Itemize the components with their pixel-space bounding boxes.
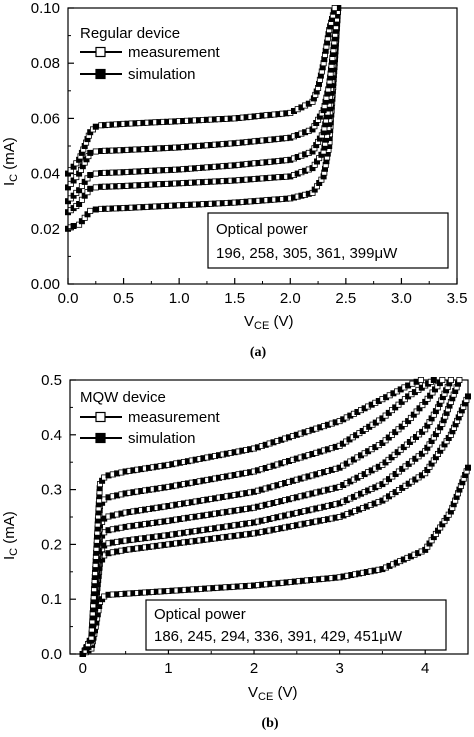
x-axis-label-b: VCE (V) — [248, 684, 297, 703]
series-curve-5 — [65, 5, 338, 177]
simulation-point — [87, 171, 94, 178]
panel-a: 0.0 0.5 1.0 1.5 2.0 2.5 3.0 3.5 0.000.020.040.0… — [1, 0, 467, 360]
x-ticks-a: 0.0 0.5 1.0 1.5 2.0 2.5 3.0 3.5 — [58, 278, 468, 307]
legend-title-b: MQW device — [80, 389, 166, 406]
simulation-point — [70, 222, 77, 229]
measurement-point — [87, 207, 94, 214]
x-tick-label: 2 — [250, 660, 258, 677]
legend-label-simulation-b: simulation — [128, 430, 196, 447]
y-axis-label-a: IC (mA) — [1, 137, 20, 186]
simulation-point — [92, 206, 99, 213]
simulation-point — [87, 185, 94, 192]
y-tick-label: 0.10 — [31, 0, 60, 17]
series-curve-2 — [79, 393, 471, 658]
legend-label-measurement-b: measurement — [128, 409, 221, 426]
legend-item-simulation-a: simulation — [80, 66, 196, 83]
simulation-marker-b — [95, 432, 106, 444]
y-tick-label: 0.4 — [41, 427, 62, 444]
legend-item-measurement-a: measurement — [80, 44, 221, 61]
measurement-point — [439, 376, 446, 383]
curves-a — [65, 5, 342, 232]
panel-caption-a: (a) — [250, 345, 267, 360]
measurement-marker-b — [95, 411, 106, 423]
measurement-point — [417, 376, 424, 383]
simulation-point — [430, 376, 437, 383]
x-tick-label: 1 — [164, 660, 172, 677]
simulation-point — [464, 464, 471, 471]
y-tick-label: 0.1 — [41, 591, 62, 608]
legend-title-a: Regular device — [80, 25, 180, 42]
y-ticks-b: 0.0 0.1 0.2 0.3 0.4 0.5 — [41, 372, 76, 663]
y-tick-label: 0.5 — [41, 372, 62, 389]
measurement-point — [456, 376, 463, 383]
x-tick-label: 2.0 — [280, 290, 301, 307]
simulation-marker-a — [95, 68, 106, 80]
y-tick-label: 0.0 — [41, 646, 62, 663]
x-axis-label-a: VCE (V) — [244, 313, 293, 332]
legend-item-measurement-b: measurement — [80, 409, 221, 426]
measurement-point — [92, 148, 99, 155]
annotation-box-b: Optical power 186, 245, 294, 336, 391, 4… — [145, 599, 447, 651]
x-tick-label: 3 — [335, 660, 343, 677]
y-tick-label: 0.3 — [41, 482, 62, 499]
x-tick-label: 0.5 — [113, 290, 134, 307]
simulation-point — [464, 393, 471, 400]
x-tick-label: 2.5 — [335, 290, 356, 307]
panel-b: 0 1 2 3 4 0.0 0.1 0.2 0.3 0.4 0.5 MQW device meas… — [1, 372, 471, 731]
measurement-point — [447, 376, 454, 383]
y-axis-label-b: IC (mA) — [1, 511, 20, 560]
series-curve-4 — [65, 5, 342, 191]
simulation-point — [92, 123, 99, 130]
annotation-values-a: 196, 258, 305, 361, 399μW — [216, 245, 398, 262]
x-tick-label: 0.0 — [58, 290, 79, 307]
measurement-point — [92, 184, 99, 191]
annotation-title-b: Optical power — [154, 606, 246, 623]
measurement-marker-a — [95, 46, 106, 58]
y-tick-label: 0.04 — [31, 166, 60, 183]
x-tick-label: 4 — [421, 660, 429, 677]
simulation-point — [87, 149, 94, 156]
x-tick-label: 3.5 — [447, 290, 468, 307]
x-tick-label: 1.5 — [224, 290, 245, 307]
annotation-box-a: Optical power 196, 258, 305, 361, 399μW — [207, 212, 449, 269]
x-tick-label: 0 — [79, 660, 87, 677]
annotation-values-b: 186, 245, 294, 336, 391, 429, 451μW — [154, 628, 403, 645]
measurement-point — [331, 5, 338, 11]
y-tick-label: 0.02 — [31, 221, 60, 238]
series-curve-7 — [79, 376, 424, 658]
panel-caption-b: (b) — [261, 716, 278, 731]
x-tick-label: 1.0 — [169, 290, 190, 307]
legend-label-measurement-a: measurement — [128, 44, 221, 61]
legend-item-simulation-b: simulation — [80, 430, 196, 447]
y-tick-label: 0.00 — [31, 276, 60, 293]
x-ticks-b: 0 1 2 3 4 — [79, 648, 429, 677]
y-tick-label: 0.06 — [31, 110, 60, 127]
legend-label-simulation-a: simulation — [128, 66, 196, 83]
curves-b — [79, 376, 471, 658]
y-tick-label: 0.2 — [41, 536, 62, 553]
x-tick-label: 3.0 — [391, 290, 412, 307]
y-tick-label: 0.08 — [31, 55, 60, 72]
y-ticks-a: 0.00 0.02 0.04 0.06 0.08 0.10 — [31, 0, 74, 293]
annotation-title-a: Optical power — [216, 221, 308, 238]
measurement-point — [92, 170, 99, 177]
